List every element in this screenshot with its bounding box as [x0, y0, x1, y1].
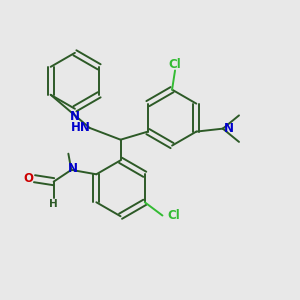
Text: O: O [24, 172, 34, 185]
Text: Cl: Cl [169, 58, 182, 70]
Text: N: N [224, 122, 234, 135]
Text: N: N [70, 110, 80, 123]
Text: N: N [68, 162, 78, 175]
Text: Cl: Cl [168, 209, 181, 222]
Text: HN: HN [71, 122, 91, 134]
Text: H: H [49, 199, 58, 209]
